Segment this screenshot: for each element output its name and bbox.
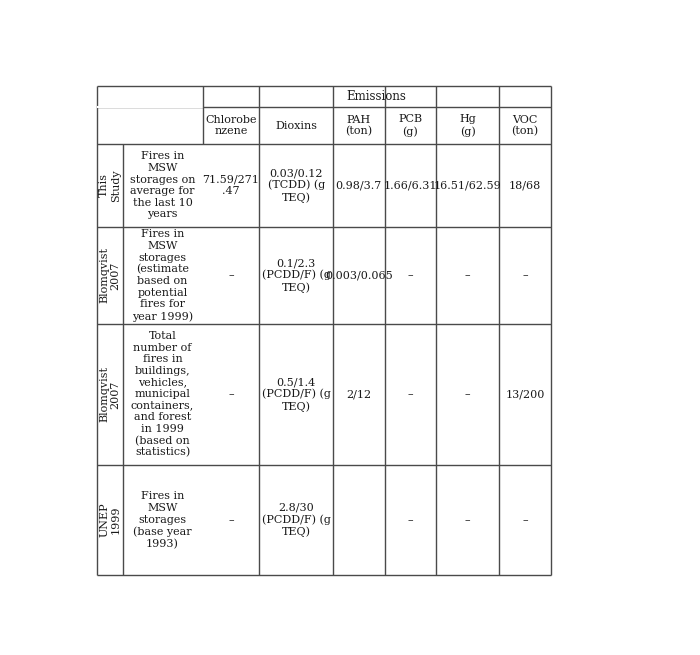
Text: 0.003/0.065: 0.003/0.065 xyxy=(325,271,393,280)
Text: VOC
(ton): VOC (ton) xyxy=(512,115,538,136)
Text: 18/68: 18/68 xyxy=(509,181,541,191)
Text: Blomqvist
2007: Blomqvist 2007 xyxy=(99,366,120,422)
Text: 2/12: 2/12 xyxy=(346,389,372,400)
Text: PCB
(g): PCB (g) xyxy=(398,115,422,137)
Text: 1.66/6.31: 1.66/6.31 xyxy=(384,181,437,191)
Text: Hg
(g): Hg (g) xyxy=(459,115,476,137)
Text: Emissions: Emissions xyxy=(346,90,407,103)
Text: –: – xyxy=(407,389,413,400)
Text: Dioxins: Dioxins xyxy=(275,121,317,130)
Text: –: – xyxy=(465,271,470,280)
Text: –: – xyxy=(465,389,470,400)
Text: 13/200: 13/200 xyxy=(505,389,545,400)
Text: 2.8/30
(PCDD/F) (g
TEQ): 2.8/30 (PCDD/F) (g TEQ) xyxy=(262,503,330,537)
Text: –: – xyxy=(465,515,470,525)
Text: Fires in
MSW
storages on
average for
the last 10
years: Fires in MSW storages on average for the… xyxy=(130,151,195,219)
Text: 71.59/271
.47: 71.59/271 .47 xyxy=(202,175,260,196)
Text: UNEP
1999: UNEP 1999 xyxy=(99,503,120,537)
Text: 0.1/2.3
(PCDD/F) (g
TEQ): 0.1/2.3 (PCDD/F) (g TEQ) xyxy=(262,258,330,293)
Text: 0.5/1.4
(PCDD/F) (g
TEQ): 0.5/1.4 (PCDD/F) (g TEQ) xyxy=(262,377,330,411)
Text: –: – xyxy=(522,271,528,280)
Text: 16.51/62.59: 16.51/62.59 xyxy=(434,181,502,191)
Text: –: – xyxy=(228,271,234,280)
Text: Fires in
MSW
storages
(base year
1993): Fires in MSW storages (base year 1993) xyxy=(133,491,192,549)
Text: –: – xyxy=(228,389,234,400)
Text: –: – xyxy=(522,515,528,525)
Text: This
Study: This Study xyxy=(99,169,120,202)
Text: Chlorobe
nzene: Chlorobe nzene xyxy=(205,115,257,136)
Text: –: – xyxy=(228,515,234,525)
Text: PAH
(ton): PAH (ton) xyxy=(345,115,372,136)
Text: –: – xyxy=(407,515,413,525)
Text: 0.03/0.12
(TCDD) (g
TEQ): 0.03/0.12 (TCDD) (g TEQ) xyxy=(267,168,325,203)
Text: Fires in
MSW
storages
(estimate
based on
potential
fires for
year 1999): Fires in MSW storages (estimate based on… xyxy=(132,229,193,322)
Text: Total
number of
fires in
buildings,
vehicles,
municipal
containers,
and forest
i: Total number of fires in buildings, vehi… xyxy=(131,331,194,458)
Text: Blomqvist
2007: Blomqvist 2007 xyxy=(99,248,120,303)
Text: –: – xyxy=(407,271,413,280)
Text: 0.98/3.7: 0.98/3.7 xyxy=(336,181,382,191)
